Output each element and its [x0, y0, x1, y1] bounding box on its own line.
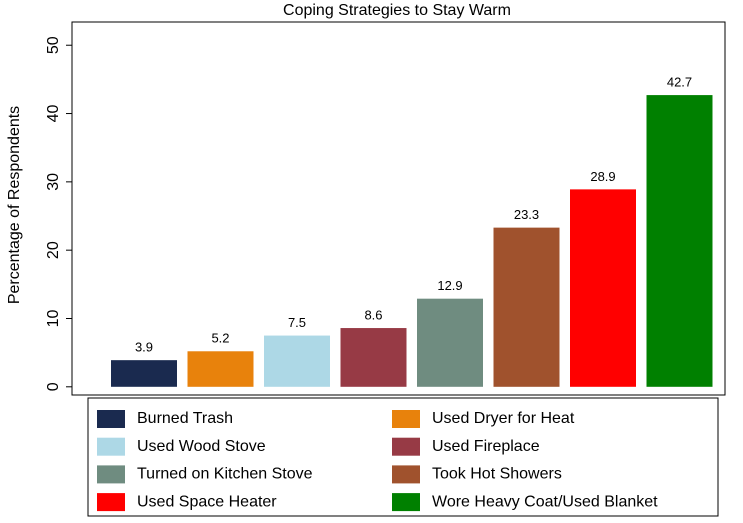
data-label: 5.2 [211, 331, 229, 346]
data-label: 12.9 [437, 278, 462, 293]
bar [187, 351, 254, 387]
chart-title: Coping Strategies to Stay Warm [283, 2, 511, 19]
data-label: 23.3 [514, 207, 539, 222]
legend-swatch [392, 465, 420, 484]
y-tick-label: 50 [45, 36, 62, 54]
y-tick-label: 0 [45, 382, 62, 391]
legend-label: Burned Trash [137, 410, 233, 427]
legend-swatch [392, 437, 420, 456]
legend-swatch [392, 493, 420, 512]
data-label: 7.5 [288, 315, 306, 330]
legend-label: Turned on Kitchen Stove [137, 466, 313, 483]
legend-swatch [97, 465, 125, 484]
bar [417, 298, 483, 387]
legend-label: Took Hot Showers [432, 466, 562, 483]
bar [111, 360, 177, 387]
plot-frame [71, 21, 726, 396]
data-label: 8.6 [364, 307, 382, 322]
y-axis-label: Percentage of Respondents [6, 106, 23, 304]
legend-swatch [97, 493, 125, 512]
y-tick-label: 40 [45, 105, 62, 123]
legend-label: Used Dryer for Heat [432, 410, 575, 427]
bar [264, 335, 330, 387]
legend-frame [87, 397, 719, 517]
legend-label: Used Fireplace [432, 438, 540, 455]
bar [340, 328, 407, 387]
bar [570, 189, 636, 387]
data-label: 42.7 [667, 75, 692, 90]
y-tick-label: 20 [45, 241, 62, 259]
data-label: 3.9 [135, 340, 153, 355]
legend-swatch [97, 410, 125, 428]
data-label: 28.9 [590, 169, 615, 184]
legend-label: Used Space Heater [137, 493, 277, 510]
legend-swatch [97, 437, 125, 456]
y-tick-label: 30 [45, 173, 62, 191]
y-tick-label: 10 [45, 309, 62, 327]
legend-swatch [392, 410, 420, 428]
legend-label: Wore Heavy Coat/Used Blanket [432, 493, 658, 510]
legend-label: Used Wood Stove [137, 438, 266, 455]
bar [493, 227, 560, 387]
bar [646, 95, 713, 387]
